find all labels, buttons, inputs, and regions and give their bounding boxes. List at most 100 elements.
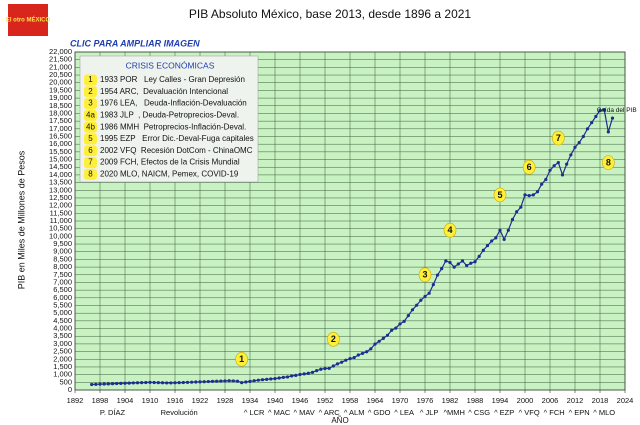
period-label: ^ CSG (468, 408, 490, 417)
data-point (610, 116, 615, 120)
legend-text: 1986 MMH Petroprecios-Inflación-Deval. (100, 122, 246, 131)
y-tick-label: 15,000 (49, 155, 72, 164)
data-point (556, 161, 560, 165)
legend-text: 1995 EZP Error Dic.-Deval-Fuga capitales (100, 134, 254, 143)
data-point (527, 194, 531, 198)
data-point (240, 381, 244, 385)
data-point (544, 177, 548, 182)
x-tick-label: 1892 (67, 396, 84, 405)
data-point (377, 339, 381, 343)
data-point (590, 121, 594, 125)
data-point (273, 377, 277, 381)
y-tick-label: 16,500 (49, 131, 72, 140)
period-label: ^ LEA (394, 408, 414, 417)
data-point (106, 382, 110, 386)
data-point (360, 351, 365, 356)
data-point (98, 382, 102, 386)
annotation: Caída del PIB (597, 107, 637, 114)
data-point (552, 164, 556, 168)
legend-badge (84, 74, 97, 86)
x-tick-label: 1910 (142, 396, 159, 405)
y-tick-label: 2,500 (53, 347, 72, 356)
y-tick-label: 13,000 (49, 185, 72, 194)
period-label: ^ ARC (319, 408, 341, 417)
period-label: ^ ALM (344, 408, 365, 417)
data-point (460, 259, 465, 263)
data-point (294, 373, 298, 378)
data-point (281, 375, 285, 380)
period-label: ^ LCR (244, 408, 265, 417)
data-point (165, 381, 169, 385)
data-point (369, 347, 373, 351)
data-point (94, 382, 98, 386)
annotation: 8 (606, 157, 611, 167)
data-point (202, 380, 206, 384)
data-point (265, 377, 269, 381)
x-tick-label: 1964 (367, 396, 384, 405)
y-tick-label: 3,500 (53, 331, 72, 340)
data-point (431, 283, 435, 287)
x-tick-label: 1934 (242, 396, 259, 405)
data-point (506, 228, 510, 232)
data-point (485, 243, 490, 248)
y-tick-label: 2,000 (53, 354, 72, 363)
data-point (502, 237, 506, 242)
y-tick-label: 14,500 (49, 162, 72, 171)
y-tick-label: 5,500 (53, 300, 72, 309)
legend-badge (84, 168, 97, 180)
data-point (531, 193, 535, 197)
data-point (390, 328, 394, 332)
annotation: 6 (527, 162, 532, 172)
legend-text: 2020 MLO, NAICM, Pemex, COVID-19 (100, 170, 239, 179)
annotation-badge (493, 187, 507, 203)
legend-badge (84, 157, 97, 169)
x-tick-label: 1976 (417, 396, 434, 405)
data-point (606, 130, 610, 134)
x-tick-label: 1928 (217, 396, 234, 405)
data-point (156, 381, 160, 385)
data-point (535, 190, 540, 194)
x-tick-label: 1898 (92, 396, 109, 405)
y-tick-label: 4,500 (53, 316, 72, 325)
legend-badge-label: 2 (88, 87, 93, 96)
legend-badge-label: 7 (88, 158, 93, 167)
x-tick-label: 1958 (342, 396, 359, 405)
data-point (385, 333, 390, 337)
y-tick-label: 1,500 (53, 362, 72, 371)
data-point (340, 360, 344, 364)
annotation: 3 (422, 270, 427, 280)
annotation: 2 (331, 334, 336, 344)
data-point (185, 380, 190, 384)
y-tick-label: 13,500 (49, 178, 72, 187)
x-tick-label: 2024 (617, 396, 634, 405)
y-tick-label: 8,500 (53, 254, 72, 263)
y-tick-label: 11,000 (50, 216, 72, 225)
y-tick-label: 22,000 (49, 47, 72, 56)
y-tick-label: 18,000 (49, 108, 72, 117)
data-point (119, 381, 123, 385)
data-point (140, 381, 144, 385)
data-point (181, 380, 185, 385)
data-point (256, 378, 260, 382)
data-point (169, 381, 173, 385)
data-point (290, 374, 294, 378)
annotation-badge (327, 331, 340, 347)
y-tick-label: 17,500 (49, 116, 72, 125)
data-point (252, 379, 256, 383)
subtitle[interactable]: CLIC PARA AMPLIAR IMAGEN (70, 38, 200, 48)
legend-badge-label: 4a (86, 111, 95, 120)
legend-badge-label: 4b (86, 122, 95, 131)
data-point (115, 381, 119, 386)
annotation: 7 (556, 133, 561, 143)
period-label: ^ MAC (268, 408, 291, 417)
period-label: ^ GDO (368, 408, 391, 417)
y-tick-label: 8,000 (53, 262, 72, 271)
data-point (194, 380, 198, 384)
y-tick-label: 14,000 (49, 170, 72, 179)
x-axis-label: AÑO (331, 416, 348, 425)
data-point (515, 210, 519, 214)
legend-badge (84, 133, 97, 145)
data-point (573, 145, 577, 149)
data-point (244, 380, 248, 384)
